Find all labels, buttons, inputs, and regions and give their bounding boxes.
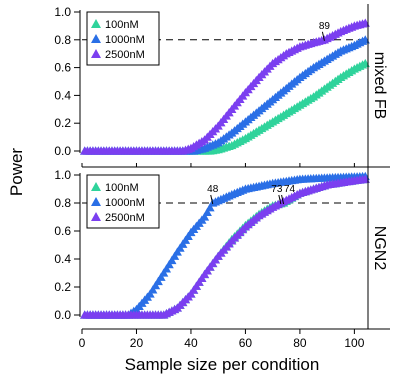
y-tick-label: 0.6	[54, 61, 71, 75]
data-point	[170, 251, 180, 260]
legend-label: 2500nM	[105, 49, 145, 61]
annotation-leader	[321, 31, 325, 41]
legend: 100nM 1000nM 2500nM	[86, 174, 160, 229]
data-point	[159, 268, 169, 277]
data-point	[199, 212, 210, 221]
legend-marker	[91, 34, 101, 43]
legend-label: 2500nM	[105, 212, 145, 224]
data-point	[167, 255, 177, 265]
x-axis-label: Sample size per condition	[125, 355, 320, 374]
facet-label: mixed FB	[371, 52, 388, 120]
data-point	[164, 260, 174, 269]
annotation-leader	[210, 194, 214, 205]
legend-marker	[91, 182, 101, 191]
y-tick-label: 0.8	[54, 33, 71, 47]
x-tick-label: 0	[79, 336, 86, 350]
legend-label: 1000nM	[105, 34, 145, 46]
data-point	[150, 281, 161, 290]
y-tick-label: 0.6	[54, 224, 71, 238]
data-point	[145, 289, 155, 298]
legend: 100nM 1000nM 2500nM	[86, 11, 160, 66]
annotation-leader	[278, 194, 282, 205]
series-2500nm	[80, 174, 370, 319]
series-2500nm	[80, 18, 370, 155]
y-tick-label: 0.0	[54, 308, 71, 322]
legend-marker	[91, 197, 101, 206]
legend-label: 100nM	[105, 19, 139, 31]
data-point	[161, 264, 172, 273]
data-point	[156, 272, 166, 281]
data-point	[205, 203, 215, 212]
x-tick-label: 100	[344, 336, 364, 350]
facet-label: NGN2	[371, 226, 388, 271]
panel-mixed-fb: 0.0 0.2 0.4 0.6 0.8 1.0 89 100nM 1000nM 2500nM mix…	[54, 4, 388, 167]
x-tick-label: 20	[130, 336, 144, 350]
annotation-label: 74	[284, 184, 296, 195]
x-axis: 0 20 40 60 80 100	[79, 163, 390, 350]
x-tick-label: 60	[239, 336, 253, 350]
annotation-label: 73	[271, 184, 283, 195]
panel-ngn2: 0.0 0.2 0.4 0.6 0.8 1.0 48 73 74 100nM 1000nM 2500n…	[54, 167, 388, 329]
y-tick-label: 0.4	[54, 88, 71, 102]
data-point	[148, 285, 158, 294]
x-tick-label: 40	[184, 336, 198, 350]
data-point	[153, 276, 163, 286]
legend-label: 1000nM	[105, 197, 145, 209]
y-tick-label: 1.0	[54, 5, 71, 19]
y-tick-label: 0.0	[54, 144, 71, 158]
annotation-label: 48	[207, 184, 219, 195]
legend-marker	[91, 212, 101, 221]
legend-marker	[91, 19, 101, 28]
legend-marker	[91, 49, 101, 58]
annotation-label: 89	[319, 21, 331, 32]
y-tick-label: 0.4	[54, 252, 71, 266]
legend-label: 100nM	[105, 182, 139, 194]
y-axis-label: Power	[7, 148, 26, 197]
y-tick-label: 0.2	[54, 116, 71, 130]
y-tick-label: 0.8	[54, 196, 71, 210]
y-tick-label: 0.2	[54, 280, 71, 294]
annotation-leader	[281, 194, 285, 205]
y-tick-label: 1.0	[54, 168, 71, 182]
x-tick-label: 80	[293, 336, 307, 350]
data-point	[202, 207, 212, 217]
